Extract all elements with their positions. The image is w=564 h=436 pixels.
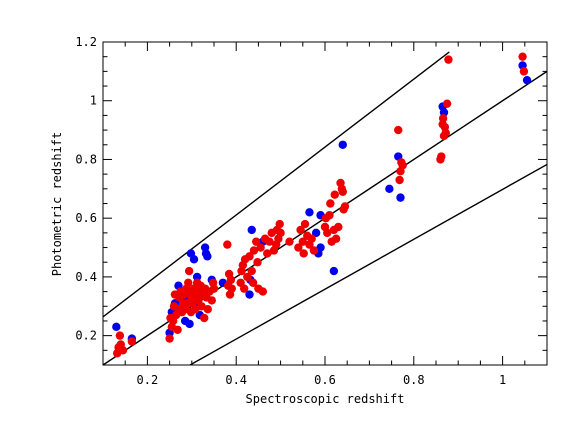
red-data-point (438, 114, 448, 123)
red-data-point (444, 55, 453, 64)
blue-data-point (203, 252, 212, 261)
red-data-point (127, 337, 137, 346)
blue-data-point (247, 225, 256, 235)
red-data-point (226, 275, 236, 285)
red-data-point (173, 325, 182, 334)
y-tick-label: 1 (90, 94, 97, 108)
y-tick-label: 0.6 (75, 211, 97, 225)
red-data-point (441, 128, 450, 138)
red-data-point (184, 266, 194, 276)
red-data-point (299, 249, 308, 258)
red-data-point (209, 284, 219, 293)
red-data-point (325, 211, 334, 220)
x-tick-label: 0.4 (225, 373, 247, 387)
red-data-point (253, 258, 262, 267)
red-data-point (184, 278, 193, 287)
red-data-point (256, 243, 265, 252)
red-data-point (330, 190, 339, 199)
y-tick-label: 0.4 (75, 270, 97, 284)
red-data-point (200, 313, 209, 323)
x-tick-label: 1 (499, 373, 506, 387)
red-data-point (437, 152, 446, 161)
blue-data-point (305, 208, 314, 217)
red-data-point (285, 237, 294, 246)
red-data-point (276, 228, 285, 238)
blue-data-point (245, 290, 254, 299)
red-data-point (326, 199, 335, 208)
blue-data-point (385, 184, 394, 194)
reference-line-3 (189, 163, 547, 365)
blue-data-point (338, 140, 347, 149)
red-data-point (300, 219, 310, 229)
red-data-point (248, 278, 258, 287)
blue-data-point (329, 266, 339, 276)
red-data-point (395, 175, 404, 185)
red-data-point (203, 305, 212, 314)
blue-data-point (396, 193, 405, 202)
red-data-point (307, 234, 316, 243)
red-data-point (247, 266, 256, 276)
x-axis-label: Spectroscopic redshift (246, 392, 405, 406)
x-tick-label: 0.8 (403, 373, 425, 387)
x-tick-label: 0.2 (137, 373, 159, 387)
red-data-point (263, 249, 272, 258)
red-data-point (165, 334, 174, 343)
red-data-point (265, 237, 274, 246)
red-data-point (296, 225, 305, 235)
red-data-point (245, 252, 254, 261)
red-data-point (239, 284, 249, 293)
y-axis-label: Photometric redshift (50, 132, 64, 277)
red-data-point (191, 305, 200, 314)
red-data-point (258, 287, 268, 296)
red-data-point (394, 125, 403, 135)
red-data-point (115, 331, 125, 340)
red-data-point (249, 246, 259, 255)
red-data-point (442, 99, 452, 108)
red-data-point (298, 237, 307, 246)
blue-data-point (522, 75, 532, 85)
red-data-point (334, 222, 343, 232)
y-tick-label: 0.8 (75, 152, 97, 166)
red-data-point (323, 228, 332, 238)
data-points (112, 52, 532, 358)
red-data-point (243, 272, 252, 282)
red-data-point (227, 284, 236, 293)
red-data-point (519, 67, 529, 76)
red-data-point (275, 219, 284, 229)
y-tick-label: 1.2 (75, 35, 97, 49)
blue-data-point (189, 255, 199, 264)
red-data-point (207, 296, 216, 305)
red-data-point (518, 52, 527, 61)
red-data-point (294, 243, 303, 252)
blue-data-point (316, 243, 325, 252)
red-data-point (340, 202, 350, 211)
blue-data-point (185, 319, 194, 329)
reference-line-1 (103, 51, 450, 318)
red-data-point (118, 346, 128, 355)
blue-data-point (112, 322, 121, 332)
red-data-point (197, 302, 206, 311)
red-data-point (251, 237, 261, 246)
blue-data-point (311, 228, 321, 238)
red-data-point (223, 240, 232, 249)
blue-data-point (192, 272, 202, 282)
axis-ticks (102, 41, 548, 366)
red-data-point (309, 246, 319, 255)
red-data-point (398, 161, 407, 170)
red-data-point (338, 187, 347, 196)
x-tick-label: 0.6 (314, 373, 336, 387)
red-data-point (331, 234, 341, 243)
tick-labels: 0.2 0.4 0.6 0.8 1 0.2 0.4 0.6 0.8 1 1.2 (75, 35, 506, 387)
y-tick-label: 0.2 (75, 329, 97, 343)
